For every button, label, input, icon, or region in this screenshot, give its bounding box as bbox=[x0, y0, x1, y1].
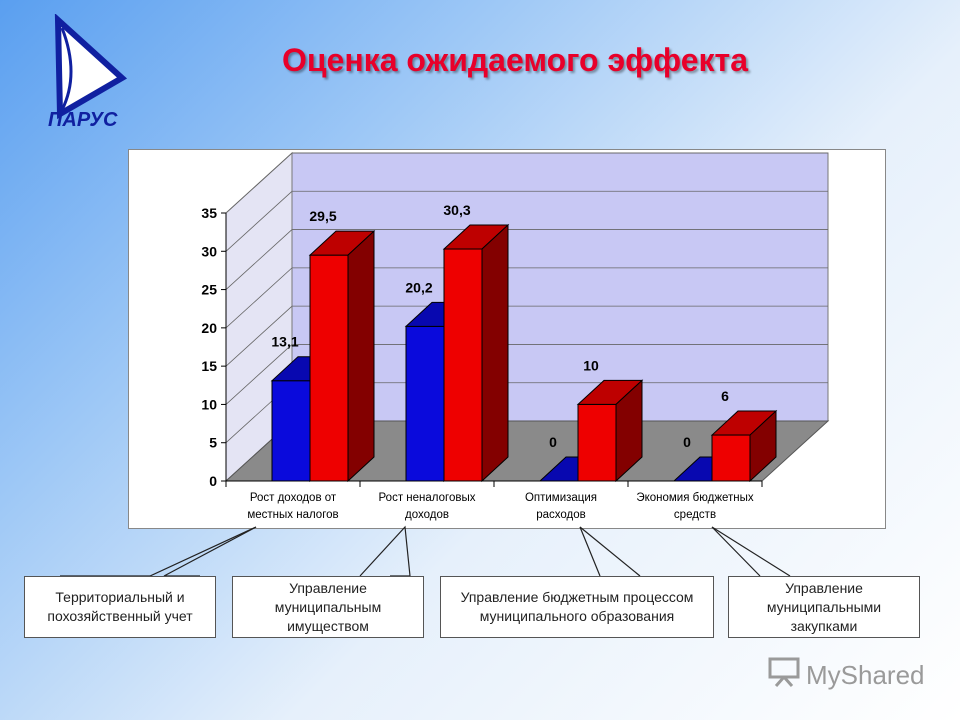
data-label: 20,2 bbox=[405, 279, 432, 295]
bar bbox=[405, 325, 445, 482]
bar-side bbox=[481, 223, 509, 483]
callout-budget-process: Управление бюджетным процессом муниципал… bbox=[440, 576, 714, 638]
parus-logo: ПАРУС bbox=[40, 13, 140, 139]
slide-title: Оценка ожидаемого эффекта bbox=[281, 42, 749, 78]
x-tick-label: Оптимизация bbox=[525, 492, 597, 504]
x-tick-label: Рост доходов от bbox=[250, 492, 337, 504]
x-tick-label: средств bbox=[674, 509, 716, 521]
callout-territorial: Территориальный и похозяйственный учет bbox=[24, 576, 216, 638]
gridline bbox=[225, 305, 828, 367]
x-tick-label: Рост неналоговых bbox=[379, 492, 476, 504]
gridline bbox=[225, 267, 828, 329]
data-label: 13,1 bbox=[271, 334, 298, 350]
bar bbox=[577, 403, 617, 482]
y-tick-label: 25 bbox=[201, 282, 217, 298]
chart-panel: 0 5 10 15 20 25 30 35 13,1 29,5 Рост доходов от мес… bbox=[128, 149, 886, 529]
watermark: MyShared bbox=[768, 657, 925, 694]
y-tick-label: 0 bbox=[209, 473, 217, 489]
presentation-icon bbox=[768, 657, 800, 694]
bar-side bbox=[347, 229, 375, 483]
data-label: 29,5 bbox=[309, 208, 336, 224]
data-label: 0 bbox=[549, 434, 557, 450]
x-tick-label: Экономия бюджетных bbox=[636, 492, 754, 504]
y-tick-label: 30 bbox=[201, 243, 217, 259]
x-tick-label: расходов bbox=[536, 509, 586, 521]
callout-property: Управление муниципальным имуществом bbox=[232, 576, 424, 638]
gridline bbox=[225, 344, 828, 405]
y-tick-label: 10 bbox=[201, 396, 217, 412]
bar-side bbox=[749, 409, 777, 483]
y-tick-label: 35 bbox=[201, 205, 217, 221]
y-tick-label: 5 bbox=[209, 435, 217, 451]
bar-side bbox=[615, 379, 643, 483]
gridline bbox=[225, 229, 828, 290]
bar bbox=[443, 248, 483, 482]
bar bbox=[711, 434, 751, 482]
gridline bbox=[225, 152, 828, 214]
svg-text:ПАРУС: ПАРУС bbox=[48, 109, 118, 131]
y-tick-label: 15 bbox=[201, 358, 217, 374]
watermark-text: MyShared bbox=[806, 660, 925, 690]
x-tick-label: местных налогов bbox=[247, 509, 338, 521]
data-label: 6 bbox=[721, 388, 729, 404]
data-label: 0 bbox=[683, 434, 691, 450]
data-label: 30,3 bbox=[443, 202, 470, 218]
y-tick-label: 20 bbox=[201, 320, 217, 336]
bar-chart-3d: 0 5 10 15 20 25 30 35 13,1 29,5 Рост доходов от мес… bbox=[201, 151, 830, 521]
x-tick-label: доходов bbox=[405, 509, 449, 521]
gridline bbox=[225, 190, 828, 252]
data-label: 10 bbox=[583, 357, 599, 373]
callout-procurement: Управление муниципальными закупками bbox=[728, 576, 920, 638]
